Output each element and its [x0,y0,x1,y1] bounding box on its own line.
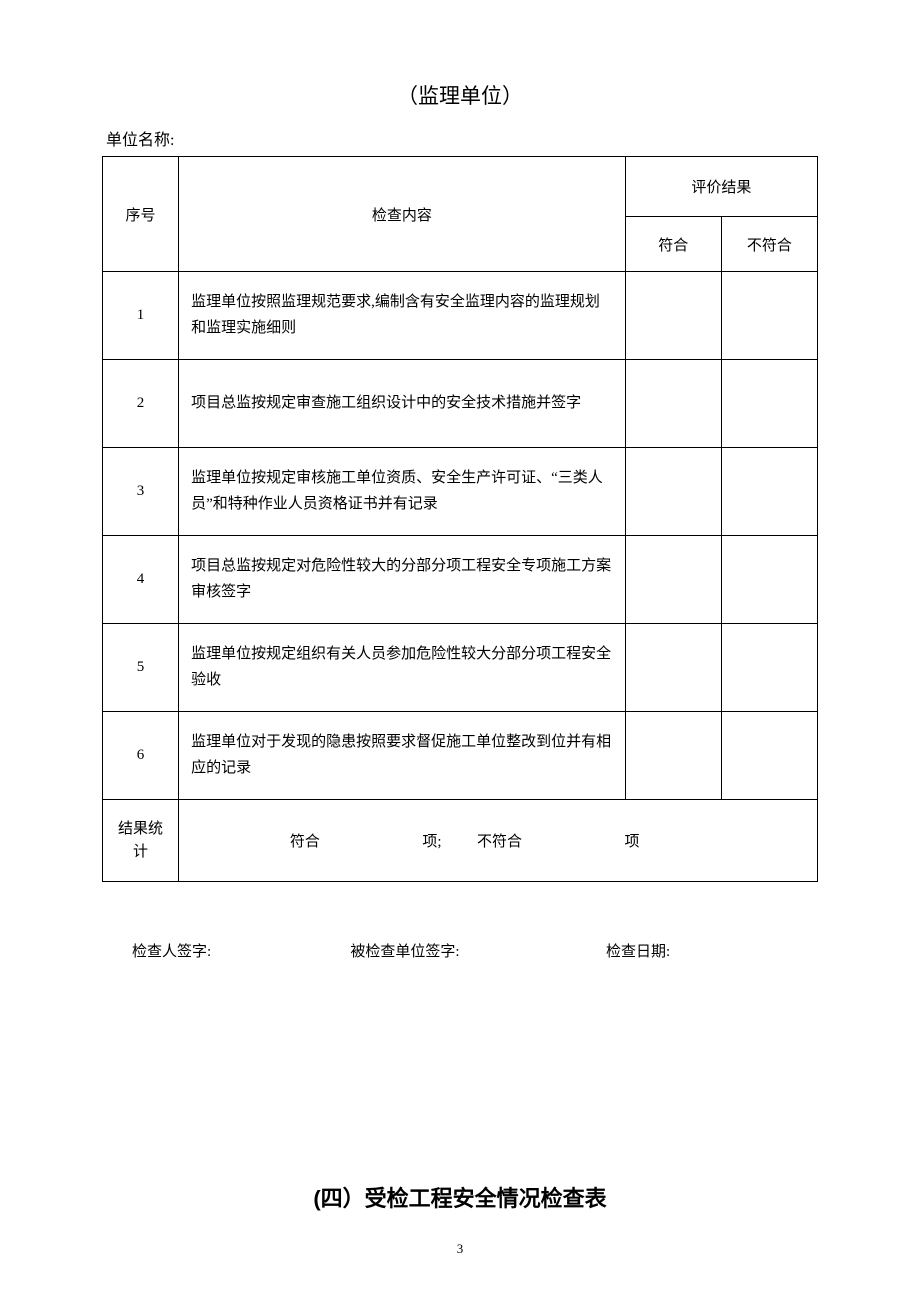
table-row: 6 监理单位对于发现的隐患按照要求督促施工单位整改到位并有相应的记录 [103,712,818,800]
row-content: 监理单位按规定组织有关人员参加危险性较大分部分项工程安全验收 [179,624,626,712]
row-pass-cell [625,624,721,712]
table-row: 3 监理单位按规定审核施工单位资质、安全生产许可证、“三类人员”和特种作业人员资… [103,448,818,536]
row-pass-cell [625,272,721,360]
summary-row: 结果统计 符合 项; 不符合 项 [103,800,818,882]
summary-fail-label: 不符合 [477,834,522,850]
inspector-signature-label: 检查人签字: [132,940,314,961]
table-row: 5 监理单位按规定组织有关人员参加危险性较大分部分项工程安全验收 [103,624,818,712]
row-pass-cell [625,448,721,536]
row-content: 项目总监按规定审查施工组织设计中的安全技术措施并签字 [179,360,626,448]
summary-unit2: 项 [625,834,640,850]
signature-row: 检查人签字: 被检查单位签字: 检查日期: [102,940,818,961]
header-result: 评价结果 [625,157,817,217]
row-content: 监理单位对于发现的隐患按照要求督促施工单位整改到位并有相应的记录 [179,712,626,800]
row-fail-cell [721,360,817,448]
row-content: 项目总监按规定对危险性较大的分部分项工程安全专项施工方案审核签字 [179,536,626,624]
row-seq: 6 [103,712,179,800]
row-seq: 1 [103,272,179,360]
summary-unit1: 项; [422,834,441,850]
row-seq: 2 [103,360,179,448]
inspection-table: 序号 检查内容 评价结果 符合 不符合 1 监理单位按照监理规范要求,编制含有安… [102,156,818,882]
row-pass-cell [625,536,721,624]
row-fail-cell [721,624,817,712]
row-pass-cell [625,360,721,448]
footer-title: (四）受检工程安全情况检查表 [102,1181,818,1213]
table-row: 1 监理单位按照监理规范要求,编制含有安全监理内容的监理规划和监理实施细则 [103,272,818,360]
header-seq: 序号 [103,157,179,272]
inspected-unit-signature-label: 被检查单位签字: [314,940,496,961]
inspection-date-label: 检查日期: [496,940,788,961]
row-content: 监理单位按规定审核施工单位资质、安全生产许可证、“三类人员”和特种作业人员资格证… [179,448,626,536]
row-seq: 3 [103,448,179,536]
row-seq: 4 [103,536,179,624]
page-number: 3 [0,1241,920,1257]
page-title: （监理单位） [102,80,818,110]
header-pass: 符合 [625,217,721,272]
summary-content: 符合 项; 不符合 项 [179,800,818,882]
table-row: 2 项目总监按规定审查施工组织设计中的安全技术措施并签字 [103,360,818,448]
row-fail-cell [721,536,817,624]
unit-name-label: 单位名称: [102,126,818,150]
page-container: （监理单位） 单位名称: 序号 检查内容 评价结果 符合 不符合 1 监理单位按… [0,0,920,1213]
header-content: 检查内容 [179,157,626,272]
table-row: 4 项目总监按规定对危险性较大的分部分项工程安全专项施工方案审核签字 [103,536,818,624]
summary-pass-label: 符合 [290,834,320,850]
row-content: 监理单位按照监理规范要求,编制含有安全监理内容的监理规划和监理实施细则 [179,272,626,360]
row-fail-cell [721,272,817,360]
row-pass-cell [625,712,721,800]
row-fail-cell [721,448,817,536]
row-seq: 5 [103,624,179,712]
row-fail-cell [721,712,817,800]
header-fail: 不符合 [721,217,817,272]
table-header-row: 序号 检查内容 评价结果 [103,157,818,217]
summary-label: 结果统计 [103,800,179,882]
